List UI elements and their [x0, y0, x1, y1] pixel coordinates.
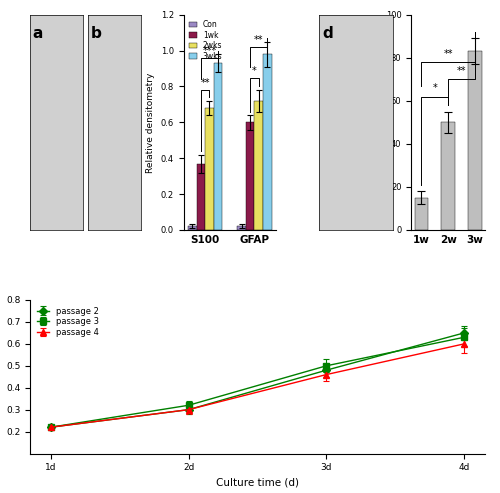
- Text: **: **: [457, 66, 466, 76]
- X-axis label: Culture time (d): Culture time (d): [216, 478, 299, 488]
- Text: e: e: [389, 0, 400, 2]
- Text: **: **: [200, 78, 210, 88]
- Text: ***: ***: [202, 46, 216, 56]
- Legend: passage 2, passage 3, passage 4: passage 2, passage 3, passage 4: [34, 304, 102, 339]
- Bar: [196, 164, 205, 230]
- Bar: [442, 122, 455, 230]
- Text: a: a: [32, 26, 43, 40]
- Bar: [214, 63, 222, 230]
- Text: **: **: [254, 35, 264, 45]
- Text: d: d: [322, 26, 334, 40]
- Bar: [254, 101, 263, 230]
- Bar: [246, 122, 254, 230]
- Text: **: **: [444, 49, 453, 59]
- Bar: [188, 226, 196, 230]
- Bar: [414, 198, 428, 230]
- Y-axis label: Relative densitometry: Relative densitometry: [146, 72, 155, 173]
- Y-axis label: S100⁺ cell(%): S100⁺ cell(%): [371, 91, 380, 153]
- Bar: [205, 108, 214, 230]
- Text: b: b: [90, 26, 102, 40]
- Bar: [468, 51, 481, 230]
- Bar: [263, 54, 272, 230]
- Text: *: *: [432, 83, 437, 93]
- Legend: Con, 1wk, 2wks, 3wks: Con, 1wk, 2wks, 3wks: [188, 19, 224, 62]
- Bar: [237, 226, 246, 230]
- Text: *: *: [252, 66, 257, 76]
